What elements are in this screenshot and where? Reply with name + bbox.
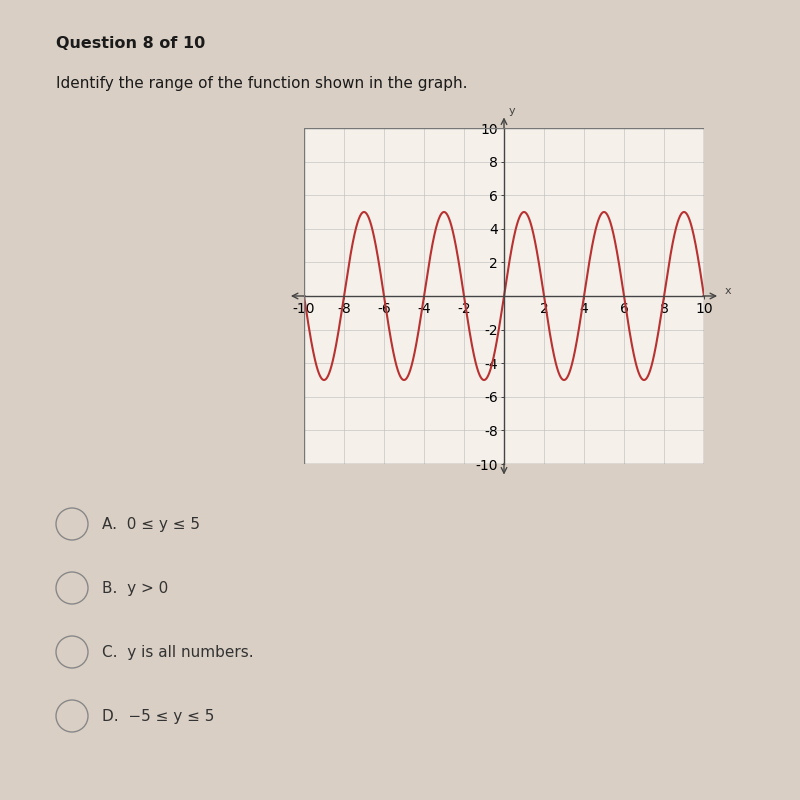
Bar — [304, 128, 704, 464]
Text: D.  −5 ≤ y ≤ 5: D. −5 ≤ y ≤ 5 — [102, 709, 214, 723]
Text: A.  0 ≤ y ≤ 5: A. 0 ≤ y ≤ 5 — [102, 517, 200, 531]
Text: y: y — [509, 106, 515, 116]
Text: x: x — [725, 286, 731, 296]
Text: Question 8 of 10: Question 8 of 10 — [56, 36, 206, 51]
Text: Identify the range of the function shown in the graph.: Identify the range of the function shown… — [56, 76, 467, 91]
Text: C.  y is all numbers.: C. y is all numbers. — [102, 645, 254, 659]
Text: B.  y > 0: B. y > 0 — [102, 581, 169, 595]
